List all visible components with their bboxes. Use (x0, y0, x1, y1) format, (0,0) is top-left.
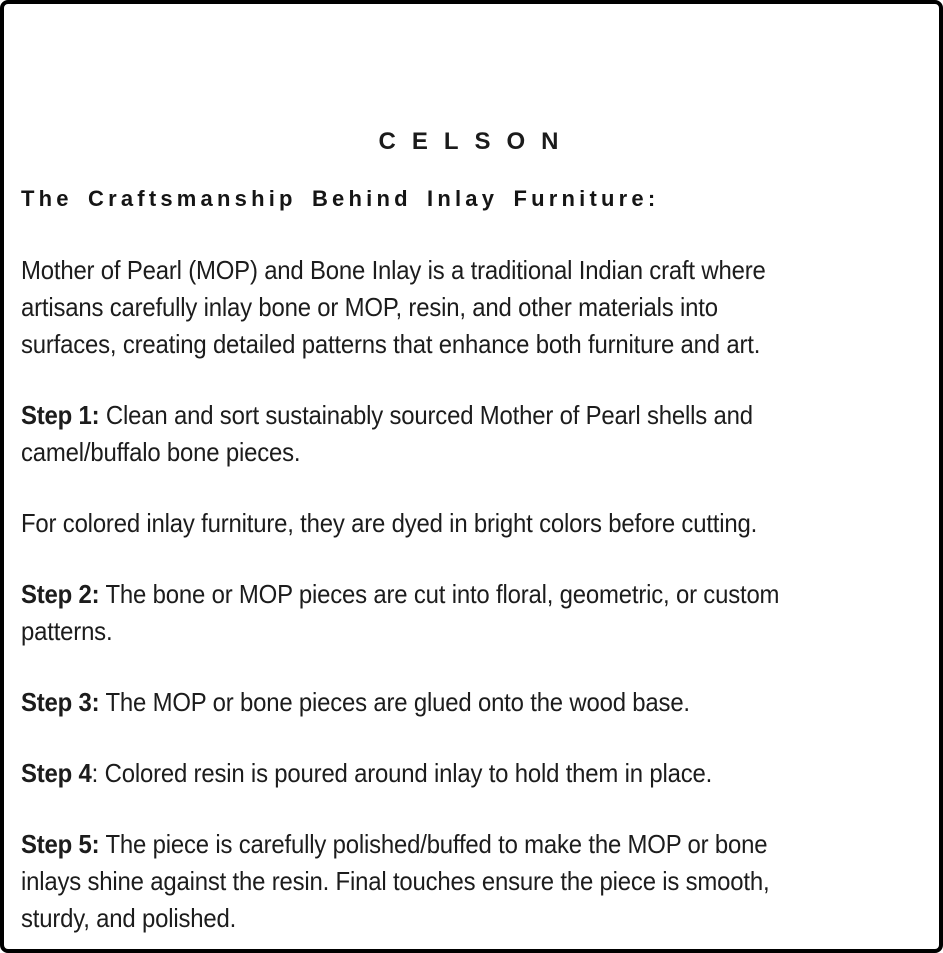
step-4-paragraph: Step 4: Colored resin is poured around i… (21, 755, 919, 792)
text-line: Step 5: The piece is carefully polished/… (21, 826, 847, 863)
step-1-label: Step 1: (21, 400, 100, 430)
text-line: surfaces, creating detailed patterns tha… (21, 329, 761, 359)
intro-paragraph: Mother of Pearl (MOP) and Bone Inlay is … (21, 252, 919, 363)
body-copy: Mother of Pearl (MOP) and Bone Inlay is … (21, 252, 919, 937)
document-body: The Craftsmanship Behind Inlay Furniture… (4, 186, 939, 937)
step-1-text: Clean and sort sustainably sourced Mothe… (99, 400, 753, 430)
step-3-label: Step 3: (21, 687, 100, 717)
step-5-paragraph: Step 5: The piece is carefully polished/… (21, 826, 919, 937)
house-with-s-monogram-icon (434, 10, 540, 114)
step-5-text: The piece is carefully polished/buffed t… (99, 829, 768, 859)
text-line: camel/buffalo bone pieces. (21, 437, 301, 467)
text-line: inlays shine against the resin. Final to… (21, 866, 770, 896)
step-4-text: : Colored resin is poured around inlay t… (91, 758, 713, 788)
step-5-label: Step 5: (21, 829, 100, 859)
brand-logo (19, 10, 939, 114)
step-2-label: Step 2: (21, 579, 100, 609)
step-2-paragraph: Step 2: The bone or MOP pieces are cut i… (21, 576, 919, 650)
text-line: sturdy, and polished. (21, 903, 237, 933)
page-title: The Craftsmanship Behind Inlay Furniture… (21, 186, 660, 211)
text-line: Step 2: The bone or MOP pieces are cut i… (21, 576, 847, 613)
step-1-paragraph: Step 1: Clean and sort sustainably sourc… (21, 397, 919, 471)
colored-note-paragraph: For colored inlay furniture, they are dy… (21, 505, 919, 542)
text-line: patterns. (21, 616, 113, 646)
text-line: Step 3: The MOP or bone pieces are glued… (21, 684, 847, 721)
text-line: Step 1: Clean and sort sustainably sourc… (21, 397, 847, 434)
text-line: For colored inlay furniture, they are dy… (21, 508, 758, 538)
text-line: Mother of Pearl (MOP) and Bone Inlay is … (21, 255, 766, 285)
step-3-paragraph: Step 3: The MOP or bone pieces are glued… (21, 684, 919, 721)
text-line: Step 4: Colored resin is poured around i… (21, 755, 847, 792)
step-3-text: The MOP or bone pieces are glued onto th… (99, 687, 690, 717)
text-line: artisans carefully inlay bone or MOP, re… (21, 292, 718, 322)
step-2-text: The bone or MOP pieces are cut into flor… (99, 579, 780, 609)
step-4-label: Step 4 (21, 758, 92, 788)
brand-wordmark: CELSON (378, 128, 575, 155)
